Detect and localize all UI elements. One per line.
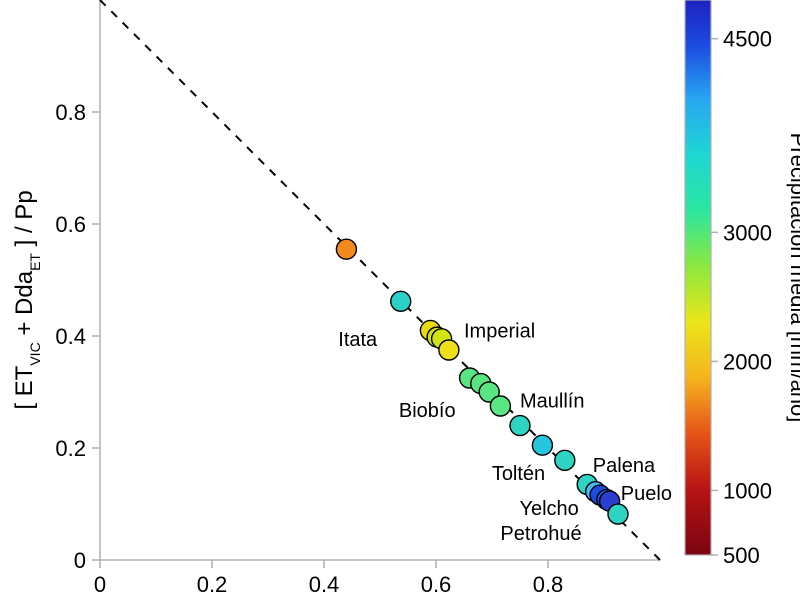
x-tick-label: 0.6 (421, 572, 452, 597)
y-tick-label: 0.6 (55, 212, 86, 237)
data-point (510, 416, 530, 436)
point-label: Palena (593, 455, 656, 477)
point-label: Puelo (621, 483, 672, 505)
data-point (555, 450, 575, 470)
y-tick-label: 0 (74, 548, 86, 573)
data-point (336, 239, 356, 259)
colorbar-tick-label: 500 (723, 543, 760, 568)
point-label: Toltén (492, 463, 545, 485)
point-label: Yelcho (519, 498, 578, 520)
point-label: Imperial (464, 320, 535, 342)
scatter-chart: 00.20.40.60.800.20.40.60.8[ ETVIC + DdaE… (0, 0, 800, 600)
y-tick-label: 0.2 (55, 436, 86, 461)
colorbar-title: Precipitación media [mm/año] (786, 133, 800, 423)
data-point (608, 504, 628, 524)
colorbar-tick-label: 3000 (723, 220, 772, 245)
point-label: Maullín (520, 390, 584, 412)
colorbar-tick-label: 1000 (723, 478, 772, 503)
point-label: Biobío (399, 400, 456, 422)
data-point (490, 396, 510, 416)
point-label: Itata (338, 329, 378, 351)
data-point (391, 291, 411, 311)
colorbar-tick-label: 4500 (723, 27, 772, 52)
x-tick-label: 0.2 (197, 572, 228, 597)
data-point (439, 340, 459, 360)
y-tick-label: 0.8 (55, 100, 86, 125)
colorbar (685, 0, 711, 555)
point-label: Petrohué (500, 523, 581, 545)
x-tick-label: 0.4 (309, 572, 340, 597)
x-tick-label: 0.8 (533, 572, 564, 597)
y-tick-label: 0.4 (55, 324, 86, 349)
data-point (532, 435, 552, 455)
colorbar-tick-label: 2000 (723, 349, 772, 374)
x-tick-label: 0 (94, 572, 106, 597)
